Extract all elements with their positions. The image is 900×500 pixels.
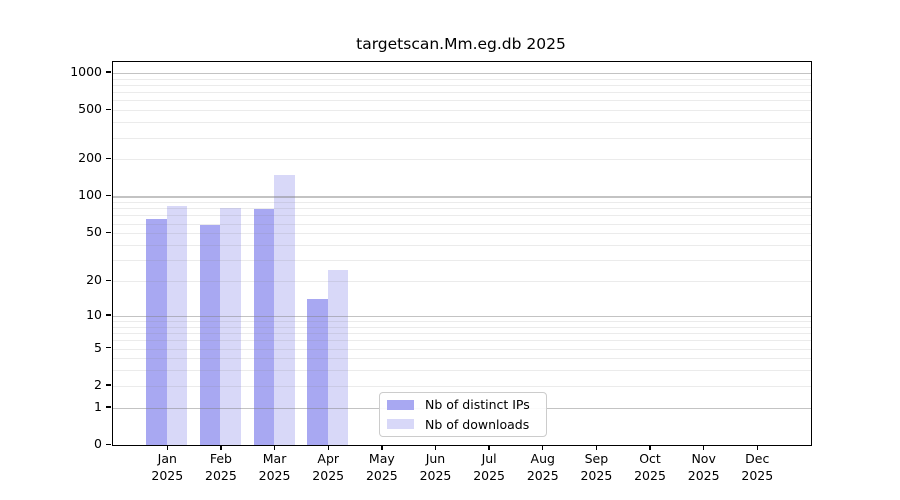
x-tick-mark-aug	[542, 445, 544, 450]
y-tick-label-500: 500	[78, 101, 102, 117]
y-tick-mark-10	[106, 314, 111, 316]
x-tick-mark-dec	[756, 445, 758, 450]
legend-swatch-distinct-ips	[387, 399, 414, 410]
x-tick-mark-feb	[220, 445, 222, 450]
y-tick-mark-500	[106, 108, 111, 111]
bar-feb-downloads	[220, 207, 241, 445]
legend-item-downloads: Nb of downloads	[387, 415, 538, 435]
y-tick-label-5: 5	[94, 339, 102, 355]
y-tick-mark-5	[106, 347, 111, 349]
x-tick-label-nov: Nov 2025	[687, 451, 720, 483]
bar-apr-downloads	[327, 269, 349, 445]
y-tick-mark-1000	[106, 71, 111, 73]
x-tick-label-jul: Jul 2025	[473, 451, 506, 483]
x-tick-label-sep: Sep 2025	[580, 451, 613, 483]
x-tick-mark-jun	[434, 445, 437, 450]
y-tick-label-10: 10	[86, 306, 102, 322]
x-tick-mark-mar	[273, 445, 276, 450]
y-tick-label-0: 0	[94, 436, 102, 451]
x-tick-label-oct: Oct 2025	[634, 451, 666, 483]
y-tick-label-20: 20	[86, 272, 102, 288]
y-tick-label-1000: 1000	[70, 63, 102, 79]
y-tick-mark-1	[106, 406, 111, 408]
y-tick-mark-50	[106, 231, 111, 234]
x-tick-label-may: May 2025	[365, 451, 398, 483]
plot-area: Nb of distinct IPs Nb of downloads	[112, 61, 812, 446]
bar-jan-distinct-ips	[146, 218, 167, 445]
x-tick-label-feb: Feb 2025	[205, 451, 237, 483]
x-tick-label-mar: Mar 2025	[258, 451, 291, 483]
legend: Nb of distinct IPs Nb of downloads	[379, 392, 547, 437]
bar-feb-distinct-ips	[199, 225, 221, 445]
x-tick-mark-apr	[327, 445, 329, 450]
x-tick-mark-nov	[702, 445, 705, 450]
x-tick-label-aug: Aug 2025	[526, 451, 559, 483]
x-tick-label-dec: Dec 2025	[741, 451, 774, 483]
y-tick-label-50: 50	[86, 224, 102, 240]
legend-label-distinct-ips: Nb of distinct IPs	[425, 397, 530, 413]
y-tick-label-2: 2	[94, 376, 102, 392]
x-tick-label-apr: Apr 2025	[312, 451, 345, 483]
x-tick-label-jan: Jan 2025	[151, 451, 184, 483]
y-tick-mark-20	[106, 279, 111, 281]
y-tick-label-200: 200	[78, 150, 102, 166]
bar-mar-downloads	[274, 174, 295, 445]
chart-title: targetscan.Mm.eg.db 2025	[356, 35, 566, 53]
bar-jan-downloads	[166, 206, 188, 445]
x-tick-mark-sep	[595, 445, 598, 450]
legend-item-distinct-ips: Nb of distinct IPs	[387, 395, 538, 415]
y-tick-mark-200	[106, 157, 111, 160]
x-tick-mark-oct	[649, 445, 651, 450]
legend-label-downloads: Nb of downloads	[425, 416, 530, 432]
y-tick-mark-0	[106, 443, 111, 445]
y-tick-label-1: 1	[94, 398, 102, 414]
bars-layer	[113, 62, 811, 445]
x-tick-mark-jul	[488, 445, 490, 450]
bar-apr-distinct-ips	[307, 299, 328, 445]
x-tick-mark-may	[381, 445, 383, 450]
legend-swatch-downloads	[387, 419, 414, 430]
y-tick-mark-2	[106, 384, 111, 386]
x-tick-label-jun: Jun 2025	[419, 451, 452, 483]
bar-mar-distinct-ips	[253, 209, 275, 445]
x-tick-mark-jan	[166, 445, 168, 450]
y-tick-label-100: 100	[78, 187, 102, 203]
y-tick-mark-100	[106, 194, 111, 197]
